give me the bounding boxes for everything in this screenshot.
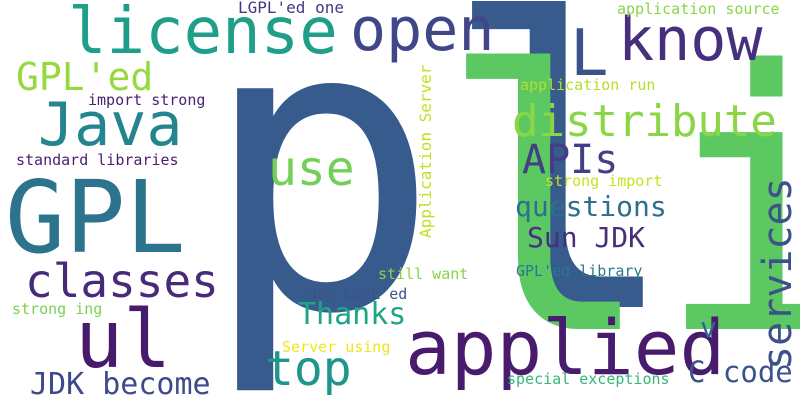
word-open: open	[350, 0, 495, 65]
word-v: v	[700, 311, 717, 344]
word-classes: classes	[25, 254, 219, 308]
word-questions: questions	[515, 190, 667, 223]
word-strong-ing: strong ing	[12, 300, 103, 318]
word-thanks: Thanks	[298, 297, 407, 332]
word-distribute: distribute	[512, 96, 777, 147]
word-jdk-become: JDK become	[30, 367, 211, 400]
word-applied: applied	[405, 303, 726, 392]
word-top: top	[265, 341, 352, 397]
word-pl: pl	[200, 0, 682, 400]
word-li: li	[438, 0, 800, 400]
word-c-code: C code	[688, 355, 793, 389]
word-gpled: GPL'ed	[16, 55, 154, 99]
word-application-source: application source	[617, 0, 780, 18]
word-sun-jdk: Sun JDK	[527, 221, 646, 254]
word-use: use	[268, 141, 355, 197]
word-application-run: application run	[520, 76, 656, 94]
word-strong-import: strong import	[545, 172, 663, 190]
word-import-strong: import strong	[88, 91, 206, 109]
word-java: Java	[38, 90, 183, 160]
word-l: L	[570, 17, 609, 91]
word-lgpled-one: LGPL'ed one	[238, 0, 344, 17]
word-application-server: Application Server	[416, 64, 435, 238]
word-special-exceptions: special exceptions	[507, 370, 670, 388]
word-gpled-library: GPL'ed library	[516, 262, 643, 280]
word-still-want: still want	[378, 265, 469, 283]
word-server-using: Server using	[282, 338, 391, 356]
word-standard-libraries: standard libraries	[16, 151, 179, 169]
word-gpl: GPL	[5, 159, 186, 276]
word-ul: ul	[75, 293, 172, 386]
word-services: services	[755, 177, 800, 370]
word-know: know	[618, 5, 763, 75]
word-use-lgpled: use LGPL'ed	[308, 285, 408, 303]
word-license: license	[68, 0, 338, 69]
word-apis: APIs	[522, 137, 619, 183]
